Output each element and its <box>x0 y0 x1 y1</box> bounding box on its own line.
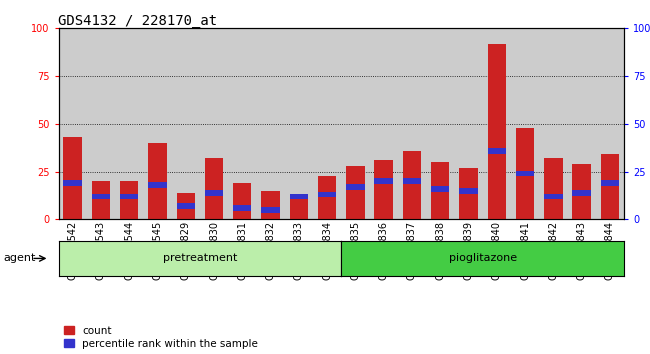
Text: agent: agent <box>3 253 36 263</box>
Bar <box>285 28 313 219</box>
Bar <box>431 162 449 219</box>
Bar <box>341 28 369 219</box>
Bar <box>403 178 421 184</box>
Bar <box>261 191 280 219</box>
Bar <box>148 143 166 219</box>
Text: pioglitazone: pioglitazone <box>448 253 517 263</box>
Bar <box>398 28 426 219</box>
Bar <box>460 168 478 219</box>
Bar <box>540 28 567 219</box>
Bar <box>318 176 336 219</box>
Bar <box>115 28 144 219</box>
Bar <box>374 160 393 219</box>
Bar <box>200 28 228 219</box>
Bar <box>177 203 195 209</box>
Bar <box>482 28 511 219</box>
Bar <box>120 194 138 199</box>
Bar <box>318 192 336 198</box>
Bar <box>544 158 562 219</box>
Bar <box>431 186 449 192</box>
Text: GDS4132 / 228170_at: GDS4132 / 228170_at <box>58 14 218 28</box>
Bar <box>290 194 308 199</box>
Bar <box>290 195 308 219</box>
Bar <box>596 28 624 219</box>
Bar <box>573 190 591 195</box>
Bar <box>313 28 341 219</box>
Bar <box>374 178 393 184</box>
Bar <box>233 205 252 211</box>
Bar <box>172 28 200 219</box>
Text: pretreatment: pretreatment <box>162 253 237 263</box>
Bar <box>87 28 115 219</box>
Bar <box>256 28 285 219</box>
Legend: count, percentile rank within the sample: count, percentile rank within the sample <box>64 326 258 349</box>
Bar <box>426 28 454 219</box>
Bar <box>205 190 223 195</box>
Bar <box>143 28 172 219</box>
Bar <box>454 28 482 219</box>
Bar <box>567 28 595 219</box>
Bar <box>369 28 398 219</box>
Bar <box>177 193 195 219</box>
Bar <box>601 180 619 186</box>
Bar <box>92 194 110 199</box>
Bar <box>64 180 82 186</box>
Bar <box>516 128 534 219</box>
Bar <box>488 148 506 154</box>
Bar <box>58 28 87 219</box>
Bar <box>511 28 540 219</box>
Bar <box>403 151 421 219</box>
Bar <box>346 166 365 219</box>
Bar <box>346 184 365 190</box>
Bar <box>544 194 562 199</box>
Bar <box>233 183 252 219</box>
Bar <box>228 28 256 219</box>
Bar <box>148 182 166 188</box>
Bar <box>120 181 138 219</box>
Bar <box>261 207 280 213</box>
Bar <box>601 154 619 219</box>
Bar <box>573 164 591 219</box>
Bar <box>64 137 82 219</box>
Bar <box>460 188 478 194</box>
Bar <box>92 181 110 219</box>
Bar <box>205 158 223 219</box>
Bar <box>488 44 506 219</box>
Bar <box>516 171 534 176</box>
